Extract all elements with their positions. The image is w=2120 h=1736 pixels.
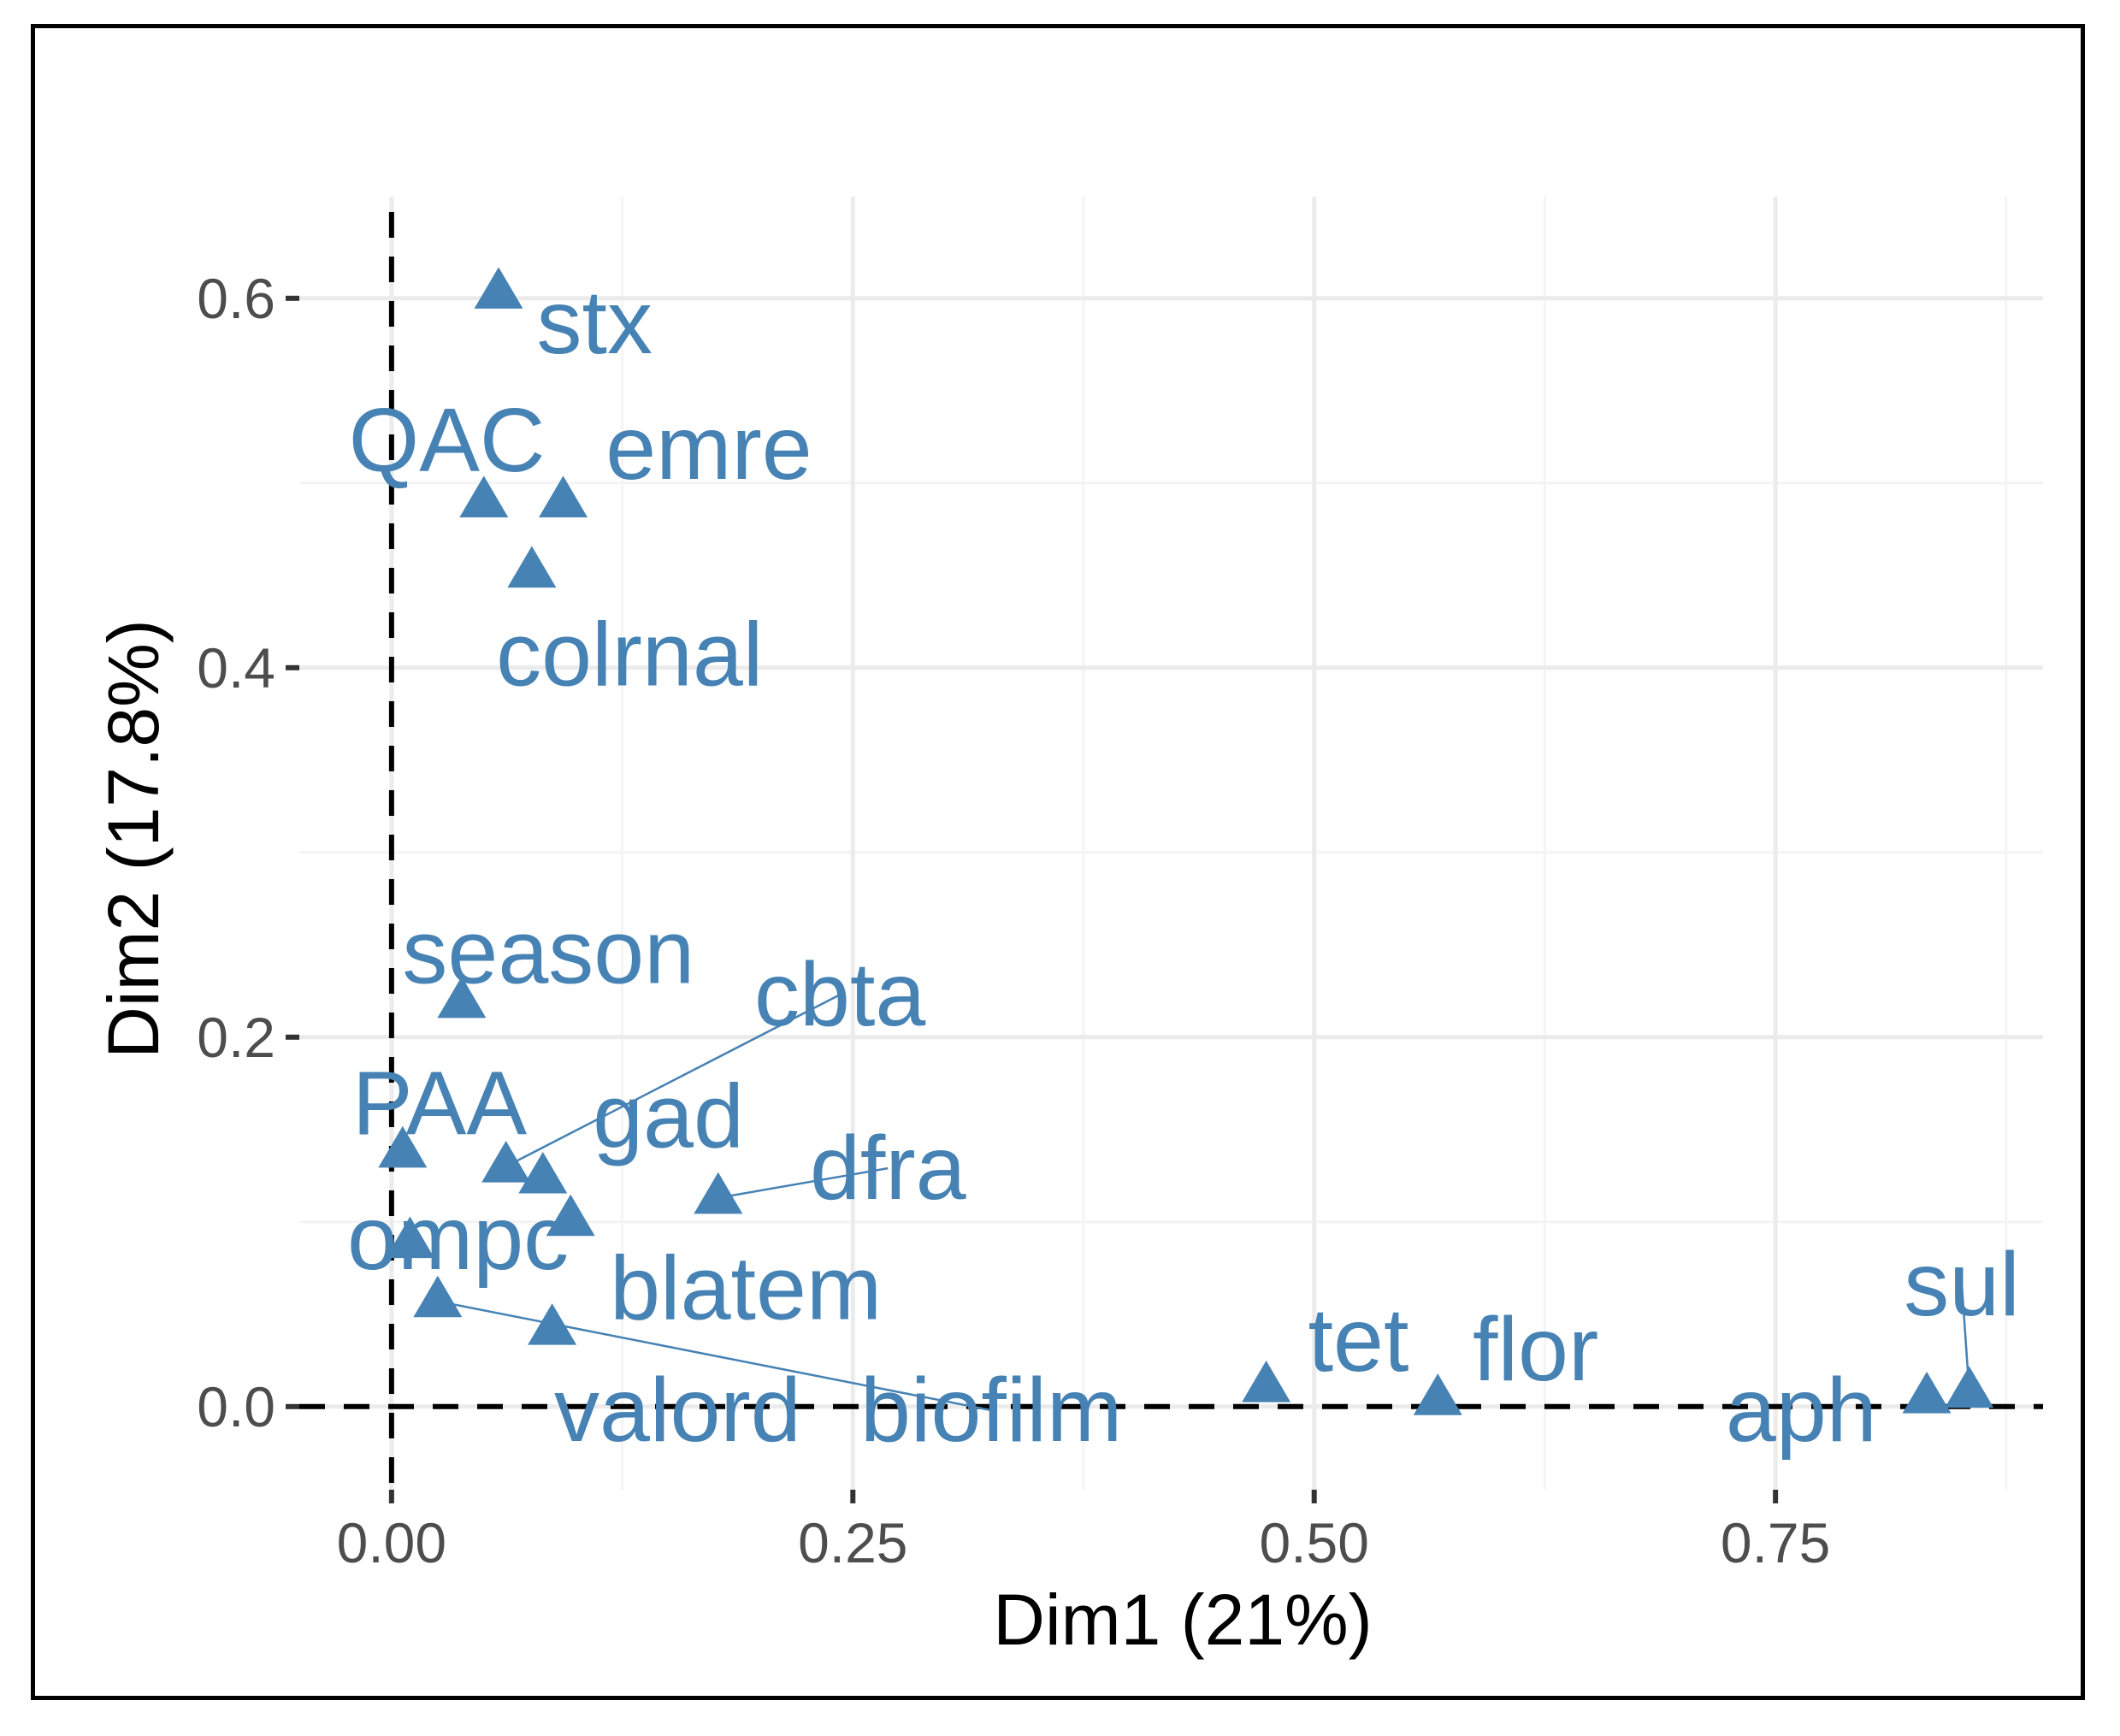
data-point xyxy=(1413,1373,1462,1415)
data-point xyxy=(539,475,588,517)
label-leader-line xyxy=(437,1300,992,1412)
data-point xyxy=(378,1125,428,1168)
data-point xyxy=(507,546,557,588)
figure-frame xyxy=(31,24,2085,1700)
point-label: gad xyxy=(593,1066,744,1167)
axes: 0.00 0.25 0.50 0.75 0.0 0.2 0.4 0.6 xyxy=(197,267,1830,1574)
point-label: season xyxy=(402,901,694,1002)
data-point xyxy=(694,1172,743,1214)
point-label: dfra xyxy=(810,1118,966,1219)
data-point xyxy=(1945,1366,1994,1408)
data-point xyxy=(481,1141,531,1183)
data-point xyxy=(1902,1372,1952,1414)
x-axis-title: Dim1 (21%) xyxy=(993,1580,1372,1660)
point-label: emre xyxy=(605,398,812,499)
x-tick-label: 0.00 xyxy=(337,1511,446,1574)
x-tick-label: 0.50 xyxy=(1259,1511,1368,1574)
grid xyxy=(299,197,2043,1490)
points xyxy=(378,267,1994,1415)
data-point xyxy=(474,267,523,309)
label-leader-line xyxy=(717,1166,889,1199)
reference-lines xyxy=(299,212,2043,1490)
y-tick-label: 0.0 xyxy=(197,1375,275,1438)
data-point xyxy=(1242,1361,1291,1402)
point-label: aph xyxy=(1726,1360,1877,1461)
point-label: colrnal xyxy=(496,605,763,706)
y-tick-label: 0.4 xyxy=(197,636,275,700)
point-label: PAA xyxy=(352,1054,528,1154)
data-point xyxy=(518,1151,568,1194)
data-point xyxy=(437,976,487,1019)
y-tick-label: 0.2 xyxy=(197,1006,275,1069)
data-point xyxy=(528,1303,577,1345)
data-point xyxy=(385,1216,434,1259)
point-label: stx xyxy=(537,272,653,373)
point-label: blatem xyxy=(610,1238,882,1339)
x-tick-label: 0.25 xyxy=(798,1511,907,1574)
point-label: flor xyxy=(1473,1299,1598,1400)
point-label: cbta xyxy=(754,944,925,1045)
point-label: ompc xyxy=(347,1188,569,1289)
y-tick-label: 0.6 xyxy=(197,267,275,330)
point-label: biofilm xyxy=(860,1360,1122,1461)
data-point xyxy=(459,475,509,517)
data-point xyxy=(546,1194,595,1237)
y-axis-title: Dim2 (17.8%) xyxy=(93,619,174,1058)
x-tick-label: 0.75 xyxy=(1721,1511,1830,1574)
label-leader-line xyxy=(505,994,841,1168)
data-point xyxy=(413,1275,463,1318)
point-label: tet xyxy=(1308,1290,1409,1391)
point-label: sul xyxy=(1904,1234,2020,1335)
point-label: QAC xyxy=(349,390,546,491)
point-label: valord xyxy=(554,1360,801,1461)
label-leaders xyxy=(437,994,1970,1412)
